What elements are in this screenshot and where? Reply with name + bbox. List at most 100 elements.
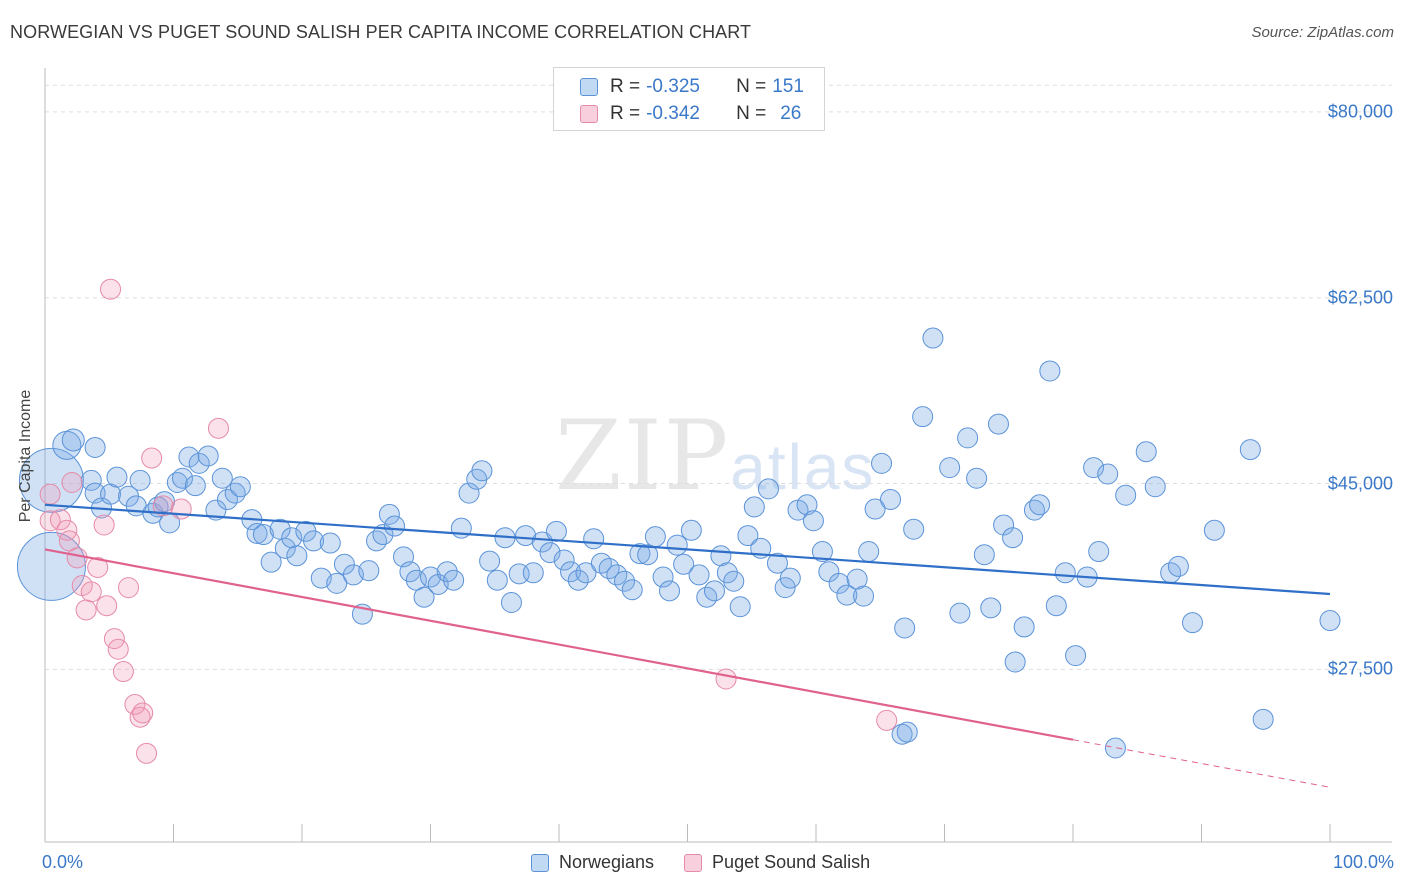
- norwegians-point: [1167, 555, 1189, 577]
- r-value: -0.342: [646, 103, 700, 124]
- norwegians-point: [531, 531, 553, 553]
- legend-label: Puget Sound Salish: [712, 852, 871, 872]
- norwegians-point: [729, 596, 751, 618]
- norwegians-point: [703, 580, 725, 602]
- norwegians-point: [614, 570, 636, 592]
- norwegians-point: [743, 496, 765, 518]
- norwegians-point: [716, 562, 738, 584]
- salish-point: [49, 509, 71, 531]
- norwegians-point: [688, 564, 710, 586]
- norwegians-point: [260, 551, 282, 573]
- norwegians-point: [846, 568, 868, 590]
- norwegians-point: [471, 460, 493, 482]
- norwegians-point: [858, 541, 880, 563]
- norwegians-point: [673, 553, 695, 575]
- norwegians-point: [864, 498, 886, 520]
- norwegians-point: [723, 570, 745, 592]
- norwegians-point: [171, 467, 193, 489]
- norwegians-point: [575, 562, 597, 584]
- norwegians-point: [384, 515, 406, 537]
- norwegians-point: [583, 528, 605, 550]
- r-label: R =: [610, 76, 641, 97]
- norwegians-point: [545, 520, 567, 542]
- x-tick-label-min: 0.0%: [42, 852, 84, 872]
- norwegians-point: [184, 475, 206, 497]
- norwegians-point: [871, 452, 893, 474]
- norwegians-point: [912, 406, 934, 428]
- salish-point: [39, 483, 61, 505]
- norwegians-point: [1115, 484, 1137, 506]
- norwegians-point: [774, 577, 796, 599]
- legend-item-norwegians: Norwegians: [531, 852, 654, 873]
- salish-point: [136, 742, 158, 764]
- norwegians-point: [486, 569, 508, 591]
- salish-point: [124, 693, 146, 715]
- norwegians-point: [652, 566, 674, 588]
- source-label: Source: ZipAtlas.com: [1251, 24, 1394, 41]
- norwegians-point: [1135, 441, 1157, 463]
- norwegians-point: [766, 552, 788, 574]
- norwegians-point: [303, 530, 325, 552]
- norwegians-trend-line: [44, 503, 1331, 596]
- norwegians-point: [1088, 541, 1110, 563]
- norwegians-point: [896, 721, 918, 743]
- salish-point: [207, 417, 229, 439]
- norwegians-point: [420, 566, 441, 588]
- norwegians-point: [1029, 494, 1051, 516]
- salish-point: [141, 447, 163, 469]
- x-tick-label-max: 100.0%: [1332, 852, 1394, 872]
- y-tick-label: $62,500: [1327, 287, 1393, 308]
- norwegians-point: [188, 452, 210, 474]
- norwegians-point: [1144, 476, 1166, 498]
- norwegians-point: [1065, 645, 1087, 667]
- salish-point: [170, 498, 192, 520]
- norwegians-point: [1045, 595, 1067, 617]
- salish-point: [715, 668, 737, 690]
- norwegians-point: [229, 476, 251, 498]
- norwegians-point: [1104, 737, 1126, 759]
- salish-point: [118, 577, 140, 599]
- norwegians-point: [1083, 457, 1105, 479]
- norwegians-point: [567, 569, 589, 591]
- norwegians-point: [100, 483, 122, 505]
- norwegians-point: [779, 567, 801, 589]
- norwegians-point: [973, 544, 995, 566]
- salish-point: [96, 595, 118, 617]
- norwegians-point: [757, 478, 779, 500]
- norwegians-point: [500, 592, 522, 614]
- norwegians-point: [802, 510, 824, 532]
- norwegians-point: [796, 494, 818, 516]
- norwegians-point: [1252, 708, 1274, 730]
- norwegians-point: [659, 580, 681, 602]
- norwegians-point: [1054, 562, 1076, 584]
- norwegians-point: [252, 524, 274, 546]
- norwegians-point: [61, 428, 85, 452]
- legend-label: Norwegians: [559, 852, 655, 872]
- norwegians-point: [1013, 616, 1035, 638]
- norwegians-point: [621, 579, 643, 601]
- norwegians-point: [443, 569, 465, 591]
- norwegians-point: [957, 427, 979, 449]
- norwegians-point: [211, 467, 233, 489]
- n-value: 26: [780, 103, 802, 124]
- norwegians-point: [987, 413, 1009, 435]
- norwegians-point: [891, 723, 913, 745]
- norwegians-point: [922, 327, 944, 349]
- norwegians-point: [894, 617, 916, 639]
- y-tick-label: $80,000: [1327, 101, 1393, 122]
- salish-swatch: [684, 853, 703, 872]
- salish-point: [56, 519, 78, 541]
- norwegians-point: [811, 541, 833, 563]
- legend-item-salish: Puget Sound Salish: [684, 852, 870, 873]
- norwegians-point: [106, 466, 128, 488]
- norwegians-point: [18, 447, 84, 513]
- norwegians-point: [539, 542, 561, 564]
- norwegians-point: [966, 467, 988, 489]
- salish-point: [132, 702, 154, 724]
- norwegians-point: [853, 585, 875, 607]
- norwegians-point: [680, 519, 702, 541]
- salish-trend-line: [44, 548, 1074, 741]
- norwegians-point: [515, 525, 537, 547]
- norwegians-point: [178, 446, 200, 468]
- watermark-atlas: atlas: [730, 431, 876, 503]
